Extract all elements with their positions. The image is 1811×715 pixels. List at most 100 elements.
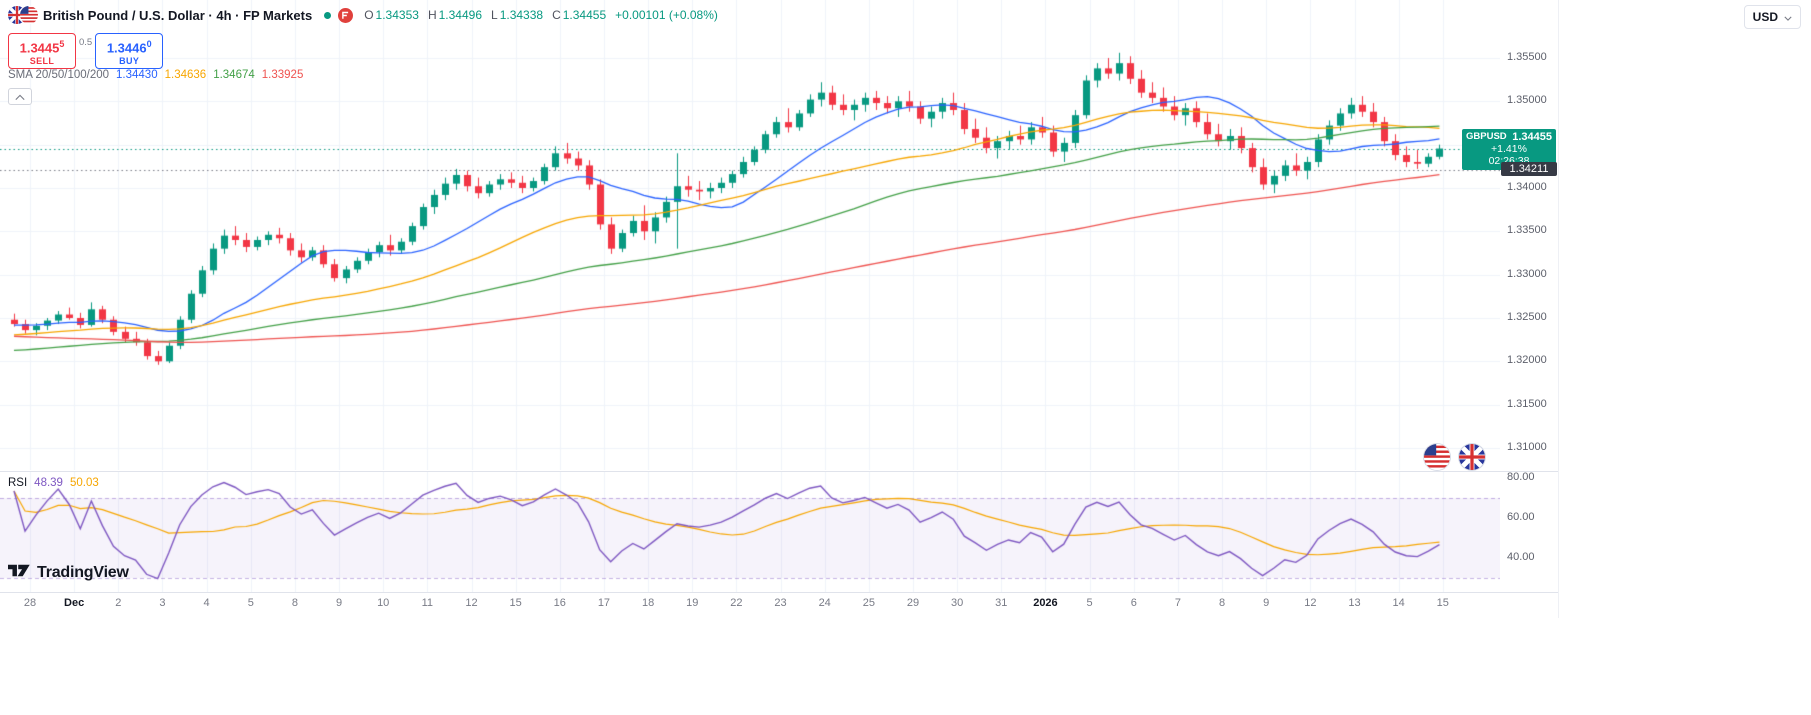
time-axis-label: 14 [1392,597,1405,609]
price-axis-label: 1.32000 [1507,354,1547,367]
time-axis-label: 8 [291,597,298,609]
time-axis-label: 29 [906,597,920,609]
time-axis-label: 30 [951,597,964,609]
badge-change-pct: +1.41% [1491,142,1527,155]
time-axis-label: 12 [465,597,478,609]
rsi-indicator-legend[interactable]: RSI 48.39 50.03 [8,477,99,489]
time-axis-label: 12 [1304,597,1317,609]
sma-label: SMA 20/50/100/200 [8,69,110,81]
symbol-header: British Pound / U.S. Dollar · 4h · FP Ma… [8,6,718,24]
buy-button-label: BUY [119,56,140,67]
time-axis-label: 23 [774,597,787,609]
time-axis-label: 6 [1130,597,1137,609]
time-axis-label: 18 [641,597,655,609]
spread-value: 0.5 [79,37,93,48]
market-status-icon[interactable] [324,11,332,19]
time-axis-divider [0,592,1558,593]
price-chart-canvas[interactable] [0,0,1500,470]
rsi-value: 48.39 [34,477,63,489]
time-axis-label: 3 [159,597,166,609]
time-axis-label: 31 [995,597,1008,609]
close-value: 1.34455 [562,8,607,22]
price-axis-label: 1.35000 [1507,94,1547,107]
open-value: 1.34353 [375,8,419,22]
time-axis-label: 28 [23,597,37,609]
us-flag-icon [20,6,38,24]
time-axis-label: 8 [1218,597,1226,609]
time-axis-label: 5 [247,597,254,609]
time-axis-label: 15 [1436,597,1449,609]
time-axis-label: 5 [1086,597,1093,609]
symbol-title[interactable]: British Pound / U.S. Dollar · 4h · FP Ma… [43,7,313,23]
time-axis-label: 9 [335,597,343,609]
time-axis-label: 15 [509,597,522,609]
tradingview-logo-text: TradingView [37,564,129,581]
close-label: C [552,8,561,22]
low-label: L [491,8,498,22]
time-axis-label: 22 [730,597,743,609]
time-axis-label: 11 [421,597,434,609]
sma200-value: 1.33925 [261,69,304,81]
us-flag-watermark-icon [1424,444,1450,470]
currency-selector[interactable]: USD [1743,5,1801,29]
chevron-down-icon [1784,10,1792,24]
price-axis-label: 1.32500 [1507,310,1547,323]
currency-selector-label: USD [1752,10,1778,24]
badge-symbol: GBPUSD [1466,131,1507,143]
price-axis-label: 1.35500 [1507,50,1547,63]
rsi-label: RSI [8,477,28,489]
price-axis-label: 1.33000 [1507,267,1547,280]
price-axis-label: 1.33500 [1507,224,1547,237]
price-axis-label: 1.31000 [1507,440,1547,453]
chart-right-border [1558,0,1559,618]
high-label: H [427,8,437,22]
time-axis-label: 10 [377,597,390,609]
order-panel: 1.34455 SELL 0.5 1.34460 BUY [8,33,164,70]
sma-indicator-legend[interactable]: SMA 20/50/100/200 1.34430 1.34636 1.3467… [8,69,303,81]
time-axis-label: 7 [1174,597,1181,609]
symbol-flags-icon [8,6,38,24]
time-axis-label: 2 [115,597,122,609]
pair-flags [1424,444,1485,470]
sma100-value: 1.34674 [213,69,255,81]
rsi-axis-label: 60.00 [1507,511,1535,523]
legend-collapse-button[interactable] [8,88,32,105]
time-axis-label: 2026 [1033,597,1058,609]
time-axis-label: 17 [597,597,611,609]
time-axis-label: 16 [553,597,566,609]
change-value: +0.00101 (+0.08%) [615,8,718,22]
ohlc-values: O 1.34353 H 1.34496 L 1.34338 C 1.34455 +0.0… [364,8,718,22]
time-axis-label: 9 [1263,597,1270,609]
price-axis-label: 1.31500 [1507,397,1547,410]
sell-button[interactable]: 1.34455 SELL [8,33,76,70]
time-axis-label: 19 [686,597,699,609]
price-axis-label: 1.34000 [1507,180,1547,193]
rsi-axis-label: 40.00 [1507,551,1535,563]
badge-price: 1.34455 [1512,130,1552,143]
buy-button[interactable]: 1.34460 BUY [95,33,164,70]
sma50-value: 1.34636 [164,69,207,81]
time-axis-label: Dec [64,597,85,609]
price-scale[interactable]: 1.35500 1.35000 1.34000 1.33500 1.33000 1.325… [1500,0,1558,592]
tradingview-logo-icon [8,562,31,584]
sell-button-label: SELL [29,56,55,67]
time-axis-label: 4 [203,597,210,609]
fp-markets-icon [338,7,354,23]
tradingview-logo[interactable]: TradingView [8,562,129,584]
time-axis-label: 24 [818,597,831,609]
secondary-price-badge: 1.34211 [1501,161,1557,176]
gb-flag-watermark-icon [1459,444,1485,470]
time-axis-label: 13 [1348,597,1361,609]
rsi-pane-canvas[interactable] [0,472,1500,592]
rsi-axis-label: 80.00 [1507,471,1535,483]
time-axis-label: 25 [862,597,875,609]
open-label: O [364,8,374,22]
chevron-up-icon [15,88,25,106]
rsi-signal-value: 50.03 [69,477,99,489]
sma20-value: 1.34430 [116,69,158,81]
low-value: 1.34338 [499,8,544,22]
pane-divider[interactable] [0,471,1558,472]
high-value: 1.34496 [438,8,482,22]
time-scale[interactable]: 28 Dec 2 3 4 5 8 9 10 11 12 15 16 17 18 19 22 23 24 25 29 30 3… [0,592,1558,618]
